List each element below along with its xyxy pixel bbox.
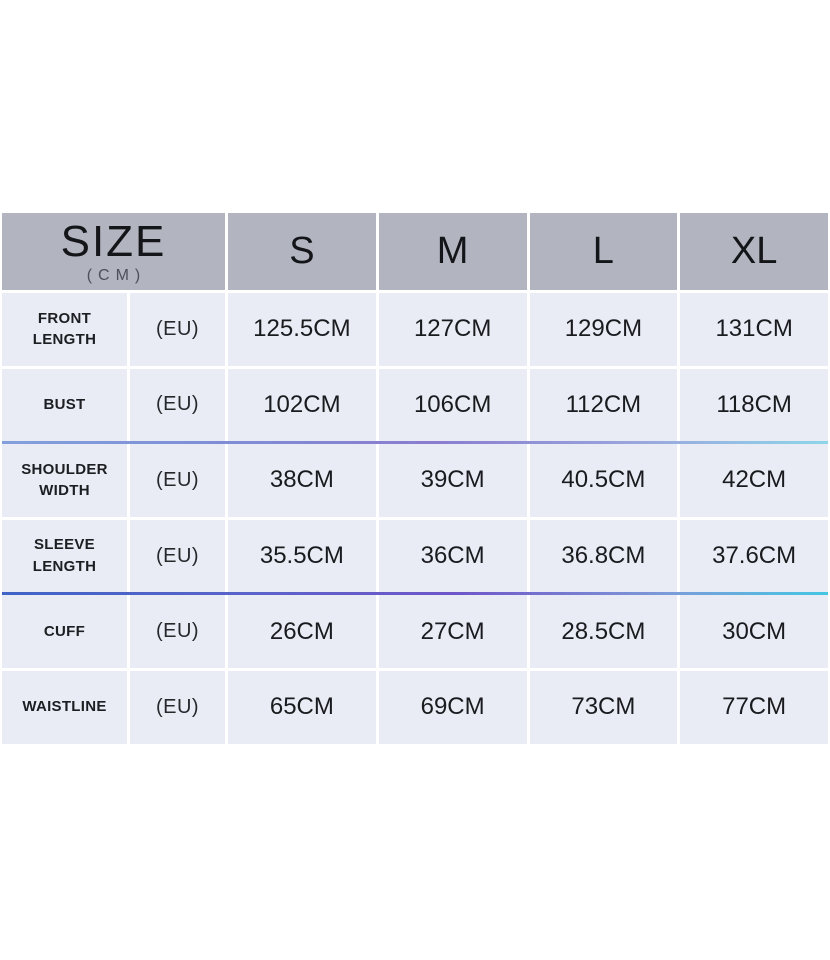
column-header-s: S (228, 213, 376, 290)
value-cell: 39CM (378, 444, 527, 517)
value-cell: 26CM (228, 595, 376, 668)
column-header-m: M (378, 213, 527, 290)
value-cell: 127CM (378, 293, 527, 366)
value-cell: 69CM (378, 670, 527, 744)
row-label-waistline: WAISTLINE (2, 670, 127, 744)
value-cell: 106CM (378, 368, 527, 442)
size-header-cell: SIZE (CM) (2, 213, 225, 290)
value-cell: 40.5CM (529, 444, 678, 517)
size-title: SIZE (60, 216, 167, 266)
value-cell: 129CM (529, 293, 678, 366)
eu-region-cell: (EU) (130, 670, 225, 744)
value-cell: 102CM (228, 368, 376, 442)
value-cell: 38CM (228, 444, 376, 517)
value-cell: 42CM (680, 444, 828, 517)
value-cell: 36.8CM (529, 519, 678, 593)
gradient-divider-after-bust (2, 441, 828, 444)
value-cell: 131CM (680, 293, 828, 366)
value-cell: 112CM (529, 368, 678, 442)
value-cell: 77CM (680, 670, 828, 744)
gradient-divider-after-sleeve-length (2, 592, 828, 595)
value-cell: 28.5CM (529, 595, 678, 668)
eu-region-cell: (EU) (130, 368, 225, 442)
value-cell: 118CM (680, 368, 828, 442)
row-label-shoulder-width: SHOULDER WIDTH (2, 444, 127, 517)
eu-region-cell: (EU) (130, 444, 225, 517)
size-chart-table: SIZE (CM) S M L XL FRONT LENGTH (EU) 125… (2, 213, 828, 744)
value-cell: 73CM (529, 670, 678, 744)
eu-region-cell: (EU) (130, 293, 225, 366)
value-cell: 65CM (228, 670, 376, 744)
column-header-l: L (529, 213, 678, 290)
eu-region-cell: (EU) (130, 595, 225, 668)
column-header-xl: XL (680, 213, 828, 290)
row-label-bust: BUST (2, 368, 127, 442)
value-cell: 30CM (680, 595, 828, 668)
value-cell: 36CM (378, 519, 527, 593)
value-cell: 35.5CM (228, 519, 376, 593)
value-cell: 125.5CM (228, 293, 376, 366)
value-cell: 37.6CM (680, 519, 828, 593)
size-unit: (CM) (86, 266, 147, 284)
value-cell: 27CM (378, 595, 527, 668)
row-label-sleeve-length: SLEEVE LENGTH (2, 519, 127, 593)
row-label-cuff: CUFF (2, 595, 127, 668)
row-label-front-length: FRONT LENGTH (2, 293, 127, 366)
eu-region-cell: (EU) (130, 519, 225, 593)
